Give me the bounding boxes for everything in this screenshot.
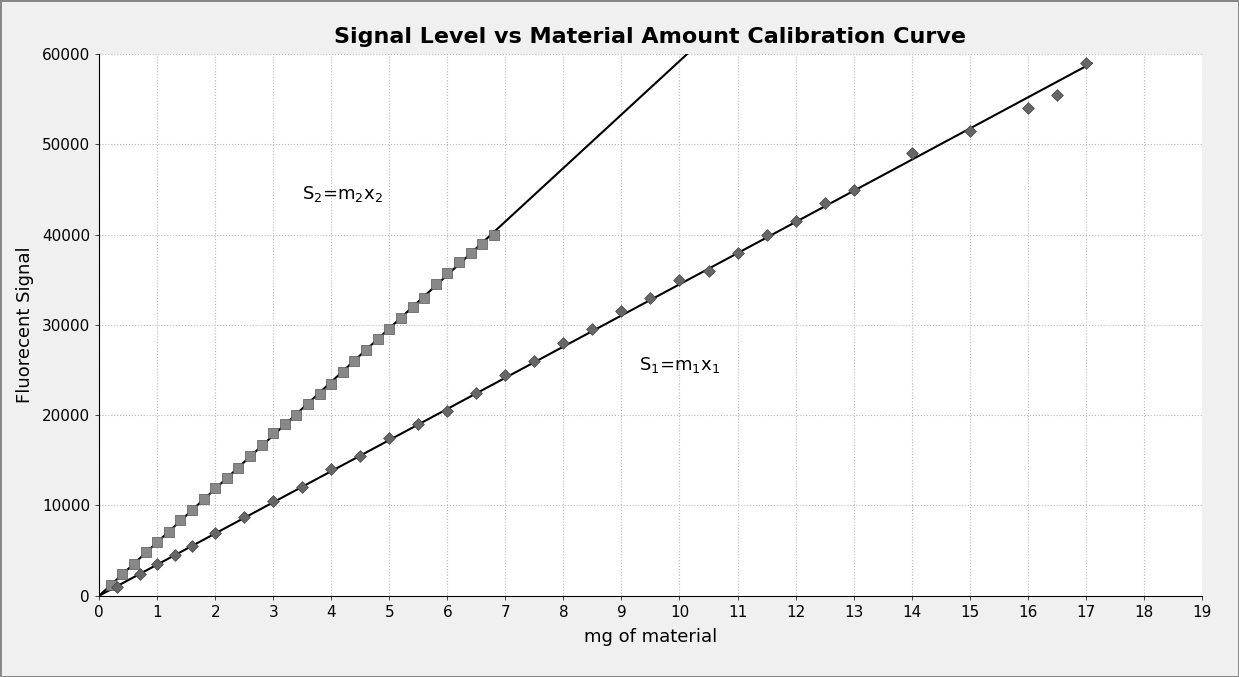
Point xyxy=(147,536,167,547)
Point xyxy=(612,306,632,317)
Point xyxy=(844,184,864,195)
Point xyxy=(182,541,202,552)
Point xyxy=(252,439,271,450)
X-axis label: mg of material: mg of material xyxy=(584,628,717,646)
Point xyxy=(124,559,144,569)
Point xyxy=(135,547,155,558)
Point xyxy=(310,388,330,399)
Point xyxy=(437,406,457,416)
Point xyxy=(437,267,457,278)
Point xyxy=(171,515,191,525)
Point xyxy=(426,279,446,290)
Point xyxy=(159,526,178,537)
Point xyxy=(275,419,295,430)
Point xyxy=(182,504,202,515)
Point xyxy=(130,569,150,580)
Point xyxy=(344,355,364,366)
Point xyxy=(356,345,375,355)
Point xyxy=(524,355,544,366)
Point xyxy=(379,324,399,335)
Point xyxy=(100,580,120,590)
Point xyxy=(113,569,133,580)
Point xyxy=(234,512,254,523)
Point xyxy=(206,527,225,538)
Point xyxy=(351,450,370,461)
Point xyxy=(472,238,492,249)
Point xyxy=(107,582,126,592)
Point xyxy=(379,433,399,443)
Point xyxy=(292,482,312,493)
Point xyxy=(582,324,602,335)
Point xyxy=(496,369,515,380)
Point xyxy=(1017,103,1037,114)
Point xyxy=(368,333,388,344)
Point xyxy=(414,292,434,303)
Point xyxy=(193,494,213,504)
Point xyxy=(228,462,248,473)
Point xyxy=(757,230,777,240)
Y-axis label: Fluorecent Signal: Fluorecent Signal xyxy=(16,246,33,403)
Point xyxy=(392,312,411,323)
Point xyxy=(554,338,574,349)
Point xyxy=(264,428,284,439)
Point xyxy=(484,230,504,240)
Point xyxy=(217,472,237,483)
Point xyxy=(321,378,341,389)
Point xyxy=(165,550,185,561)
Point xyxy=(960,125,980,136)
Point xyxy=(727,247,747,258)
Point xyxy=(1047,89,1067,100)
Point xyxy=(321,464,341,475)
Point xyxy=(669,274,689,285)
Point xyxy=(240,450,260,461)
Text: S$_2$=m$_2$x$_2$: S$_2$=m$_2$x$_2$ xyxy=(302,183,383,204)
Point xyxy=(206,483,225,494)
Point xyxy=(902,148,922,159)
Point xyxy=(1075,58,1095,68)
Point xyxy=(409,419,429,430)
Point xyxy=(466,387,486,398)
Point xyxy=(147,559,167,569)
Point xyxy=(815,198,835,209)
Point xyxy=(299,399,318,410)
Point xyxy=(286,410,306,420)
Point xyxy=(264,496,284,506)
Point xyxy=(641,292,660,303)
Point xyxy=(461,247,481,258)
Point xyxy=(449,257,468,267)
Point xyxy=(403,301,422,312)
Point xyxy=(786,216,805,227)
Point xyxy=(333,366,353,377)
Title: Signal Level vs Material Amount Calibration Curve: Signal Level vs Material Amount Calibrat… xyxy=(335,27,966,47)
Text: S$_1$=m$_1$x$_1$: S$_1$=m$_1$x$_1$ xyxy=(639,355,720,375)
Point xyxy=(699,265,719,276)
